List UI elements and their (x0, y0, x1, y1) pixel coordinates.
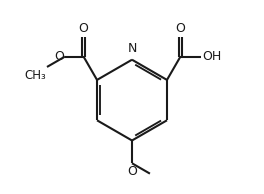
Text: O: O (54, 50, 64, 63)
Text: O: O (79, 22, 88, 35)
Text: OH: OH (202, 50, 221, 63)
Text: CH₃: CH₃ (24, 69, 46, 82)
Text: O: O (176, 22, 185, 35)
Text: O: O (127, 165, 137, 178)
Text: N: N (128, 42, 137, 55)
